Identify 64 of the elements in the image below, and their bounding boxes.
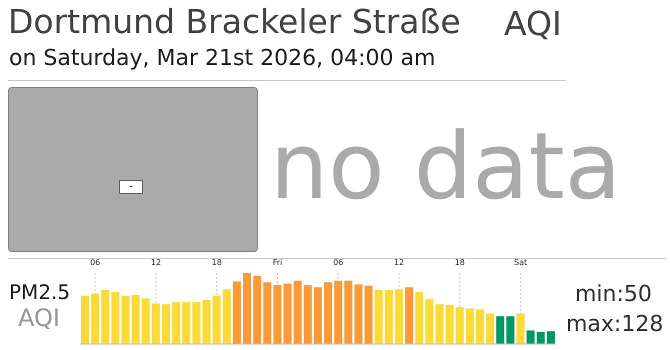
text: max:128 xyxy=(566,312,664,337)
bar xyxy=(152,304,160,344)
bar xyxy=(344,280,352,344)
bar xyxy=(284,284,292,344)
bar xyxy=(506,316,514,344)
bar xyxy=(232,282,241,344)
bar xyxy=(364,286,373,344)
bar xyxy=(81,296,89,344)
bar xyxy=(546,331,555,344)
text: AQI xyxy=(18,304,60,332)
text: PM2.5 xyxy=(9,280,70,304)
x-tick-label: 18 xyxy=(454,258,465,267)
bar xyxy=(456,307,464,344)
text: no data xyxy=(270,112,622,222)
bar xyxy=(273,285,282,344)
bar xyxy=(334,280,342,344)
x-tick-label: 06 xyxy=(90,258,100,267)
bar xyxy=(111,292,120,344)
bar xyxy=(314,287,322,344)
x-tick-label: Sat xyxy=(514,258,528,267)
bar xyxy=(415,292,424,344)
bar xyxy=(182,302,190,344)
bar xyxy=(132,295,140,344)
bar xyxy=(243,273,252,344)
bar xyxy=(101,290,110,344)
bar xyxy=(516,313,524,344)
bar xyxy=(425,299,434,344)
x-tick-label: 18 xyxy=(212,258,222,267)
bar xyxy=(162,304,170,344)
chart-subtitle: on Saturday, Mar 21st 2026, 04:00 am xyxy=(9,46,436,71)
bar xyxy=(374,290,383,344)
text: - xyxy=(119,180,143,194)
x-tick-label: 12 xyxy=(394,258,404,267)
bar xyxy=(192,302,200,344)
bar xyxy=(202,300,211,344)
text: min:50 xyxy=(575,282,652,307)
bar xyxy=(446,304,454,344)
bar xyxy=(354,284,362,344)
bar xyxy=(294,280,302,344)
bar xyxy=(212,296,221,344)
bar xyxy=(486,313,494,344)
bar xyxy=(324,282,332,344)
bar xyxy=(91,294,100,344)
text: AQI xyxy=(504,4,562,43)
bar xyxy=(476,309,484,344)
bar xyxy=(526,330,535,344)
bar xyxy=(466,308,474,344)
bar xyxy=(384,290,393,344)
bar xyxy=(142,298,150,344)
bar xyxy=(496,316,504,344)
bar xyxy=(394,289,403,344)
bar xyxy=(222,289,231,344)
x-tick-label: 06 xyxy=(333,258,344,267)
bar xyxy=(405,287,414,344)
bar xyxy=(435,304,444,344)
bar xyxy=(263,282,272,344)
bar xyxy=(253,276,262,344)
bar xyxy=(536,332,545,344)
bar xyxy=(172,302,180,344)
x-tick-label: 12 xyxy=(150,258,162,267)
bar xyxy=(304,285,312,344)
chart-title: Dortmund Brackeler Straße xyxy=(8,2,461,41)
bar xyxy=(122,296,130,344)
x-tick-label: Fri xyxy=(272,258,282,267)
